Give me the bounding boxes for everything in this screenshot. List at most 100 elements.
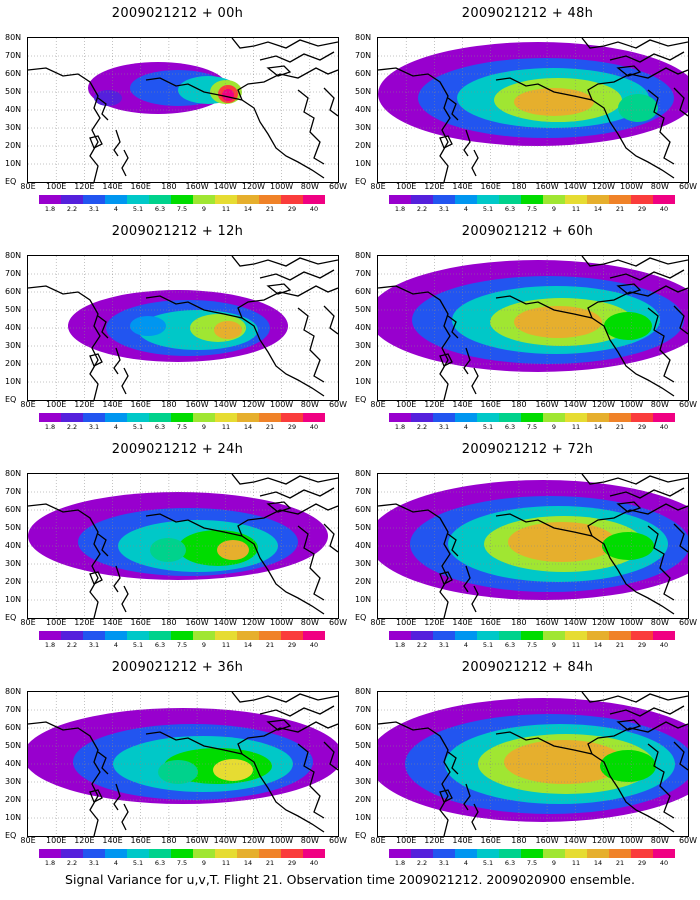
longitude-tick-label: 160E (130, 182, 151, 191)
longitude-tick-label: 180 (511, 400, 527, 409)
colorbar-label: 11 (571, 859, 581, 867)
colorbar-swatch (499, 413, 521, 422)
colorbar-label: 40 (309, 205, 319, 213)
colorbar-label: 14 (593, 641, 603, 649)
colorbar-swatch (61, 849, 83, 858)
coastline (89, 789, 103, 803)
colorbar-swatch (61, 631, 83, 640)
colorbar-label: 7.5 (526, 205, 538, 213)
variance-map-svg (28, 474, 338, 618)
colorbar-swatch (127, 413, 149, 422)
colorbar-label: 3.1 (88, 641, 100, 649)
coastline (471, 149, 479, 177)
longitude-tick-label: 140E (102, 836, 123, 845)
longitude-tick-label: 120W (591, 400, 616, 409)
colorbar-swatch (193, 631, 215, 640)
longitude-tick-label: 80E (20, 618, 36, 627)
variance-contour (514, 88, 594, 116)
coastline (237, 285, 338, 319)
forecast-panel: 2009021212 + 84h 80N 70N 60N 50N 40N 30N 20N 10N… (355, 654, 700, 869)
coastline (266, 283, 292, 295)
colorbar-swatch (631, 849, 653, 858)
colorbar-swatch (411, 849, 433, 858)
longitude-tick-label: 80W (650, 400, 669, 409)
latitude-tick-label: EQ (5, 177, 17, 186)
colorbar-swatch (543, 849, 565, 858)
coastline (471, 367, 479, 395)
coastline (28, 67, 101, 182)
colorbar-label: 5.1 (482, 205, 494, 213)
longitude-tick-label: 140E (452, 618, 473, 627)
coastline (463, 565, 471, 593)
variance-contour (504, 740, 624, 784)
latitude-tick-label: 10N (5, 813, 22, 822)
panel-title: 2009021212 + 00h (111, 6, 244, 21)
colorbar-label: 14 (243, 205, 253, 213)
colorbar-swatch (281, 631, 303, 640)
colorbar-label: 7.5 (176, 641, 188, 649)
colorbar-label: 21 (265, 423, 275, 431)
colorbar-label: 29 (287, 641, 297, 649)
colorbar-swatch (433, 631, 455, 640)
coastline (145, 513, 325, 615)
colorbar-swatch (237, 195, 259, 204)
coastline (259, 487, 335, 499)
colorbar-swatch (521, 631, 543, 640)
latitude-tick-label: 10N (5, 159, 22, 168)
colorbar-label: 40 (659, 859, 669, 867)
latitude-tick-label: 60N (355, 69, 372, 78)
colorbar-swatch (237, 631, 259, 640)
latitude-tick-label: EQ (5, 831, 17, 840)
coastline (231, 692, 338, 703)
variance-map (27, 255, 339, 401)
colorbar-swatch (389, 849, 411, 858)
coastline (113, 347, 121, 375)
longitude-tick-label: 120E (74, 182, 95, 191)
latitude-tick-label: 40N (5, 105, 22, 114)
colorbar-label: 21 (615, 859, 625, 867)
longitude-tick-label: 80W (300, 182, 319, 191)
variance-map (377, 473, 689, 619)
colorbar-swatch (565, 413, 587, 422)
coastline (439, 353, 453, 367)
colorbar-label: 4 (113, 205, 119, 213)
colorbar-label: 6.3 (504, 641, 516, 649)
colorbar-label: 1.8 (44, 205, 56, 213)
colorbar-label: 40 (309, 641, 319, 649)
colorbar-swatch (587, 195, 609, 204)
colorbar-label: 4 (113, 641, 119, 649)
longitude-tick-label: 140W (563, 182, 587, 191)
colorbar-swatch (411, 631, 433, 640)
latitude-tick-label: 20N (355, 795, 372, 804)
coastline (297, 525, 325, 601)
longitude-tick-label: 80W (650, 618, 669, 627)
latitude-tick-label: 30N (5, 123, 22, 132)
colorbar-label: 5.1 (132, 641, 144, 649)
latitude-tick-label: 10N (5, 595, 22, 604)
colorbar-swatch (631, 195, 653, 204)
panel-title: 2009021212 + 84h (461, 660, 594, 675)
panel-title: 2009021212 + 12h (111, 224, 244, 239)
longitude-tick-label: 160E (480, 836, 501, 845)
latitude-tick-label: 20N (5, 795, 22, 804)
colorbar-label: 4 (463, 859, 469, 867)
longitude-tick-label: 100E (396, 400, 417, 409)
variance-contour (158, 760, 198, 784)
latitude-tick-label: 40N (355, 759, 372, 768)
colorbar-label: 2.2 (416, 205, 428, 213)
latitude-tick-label: 70N (5, 51, 22, 60)
colorbar-label: 4 (463, 641, 469, 649)
variance-map (377, 255, 689, 401)
colorbar-label: 1.8 (394, 423, 406, 431)
colorbar (389, 413, 675, 422)
latitude-tick-label: 40N (355, 105, 372, 114)
colorbar-swatch (83, 413, 105, 422)
latitude-tick-label: 20N (355, 141, 372, 150)
coastline (28, 721, 101, 836)
coastline (616, 65, 642, 77)
colorbar-swatch (259, 631, 281, 640)
longitude-tick-label: 160E (130, 400, 151, 409)
colorbar-swatch (565, 631, 587, 640)
latitude-tick-label: 70N (5, 487, 22, 496)
forecast-panel: 2009021212 + 72h 80N 70N 60N 50N 40N 30N 20N 10N… (355, 436, 700, 651)
